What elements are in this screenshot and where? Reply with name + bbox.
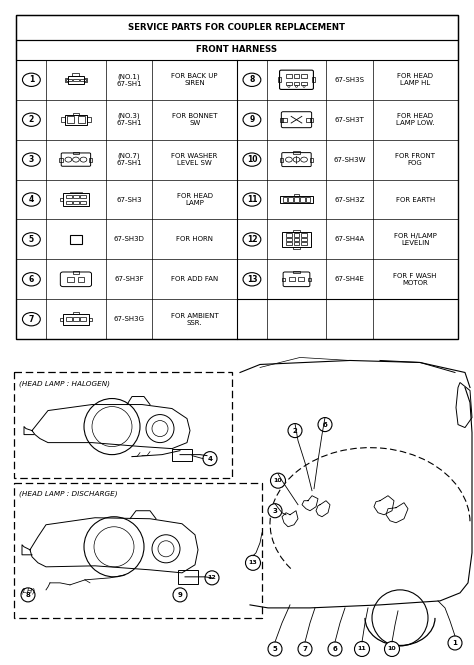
Bar (14, 483, 262, 618)
Bar (293, 242, 300, 245)
Text: 12: 12 (208, 575, 216, 581)
Bar (282, 118, 287, 122)
Bar (281, 196, 312, 203)
Text: 8: 8 (249, 75, 255, 84)
Bar (289, 197, 293, 202)
Bar (293, 271, 300, 273)
Text: 13: 13 (249, 561, 257, 565)
Bar (178, 570, 198, 584)
Bar (68, 76, 84, 84)
Circle shape (173, 588, 187, 602)
Bar (280, 158, 283, 162)
Text: 67-SH3T: 67-SH3T (335, 116, 365, 123)
Text: 2: 2 (29, 115, 34, 124)
Text: FOR ADD FAN: FOR ADD FAN (171, 276, 219, 283)
Text: 10: 10 (273, 478, 283, 483)
Text: 67-SH3D: 67-SH3D (113, 236, 145, 243)
Text: 12: 12 (246, 235, 257, 244)
Text: 11: 11 (246, 195, 257, 204)
Text: 67-SH3S: 67-SH3S (335, 76, 365, 83)
Text: FOR AMBIENT
SSR.: FOR AMBIENT SSR. (171, 313, 219, 326)
Bar (66, 201, 72, 204)
Bar (67, 116, 73, 124)
Text: 67-SH3G: 67-SH3G (113, 316, 145, 323)
Text: (NO.1)
67-SH1: (NO.1) 67-SH1 (116, 73, 142, 86)
Text: 5: 5 (29, 235, 34, 244)
Text: 6: 6 (333, 646, 337, 652)
Text: FOR FRONT
FOG: FOR FRONT FOG (395, 153, 435, 166)
Text: FOR BACK UP
SIREN: FOR BACK UP SIREN (172, 73, 218, 86)
Text: FOR HORN: FOR HORN (176, 236, 213, 243)
Text: FOR HEAD
LAMP: FOR HEAD LAMP (177, 193, 213, 206)
Circle shape (448, 636, 462, 650)
Circle shape (355, 642, 370, 656)
Bar (278, 77, 282, 82)
Bar (89, 158, 92, 162)
Bar (78, 116, 85, 124)
Bar (294, 194, 299, 196)
Text: FOR HEAD
LAMP LOW.: FOR HEAD LAMP LOW. (396, 113, 435, 126)
Bar (280, 118, 283, 122)
Bar (65, 78, 68, 82)
Bar (308, 278, 311, 281)
Bar (294, 197, 299, 202)
Bar (298, 277, 304, 281)
Text: FOR F WASH
MOTOR: FOR F WASH MOTOR (393, 273, 437, 286)
Bar (293, 247, 300, 249)
Bar (84, 78, 87, 82)
Text: 67-SH3Z: 67-SH3Z (334, 196, 365, 203)
Bar (293, 74, 300, 78)
Bar (63, 193, 89, 206)
Text: SERVICE PARTS FOR COUPLER REPLACEMENT: SERVICE PARTS FOR COUPLER REPLACEMENT (128, 23, 346, 32)
Text: FOR BONNET
SW: FOR BONNET SW (172, 113, 218, 126)
Bar (87, 117, 91, 122)
Text: 1: 1 (29, 75, 34, 84)
Bar (282, 231, 311, 247)
Bar (286, 82, 292, 85)
Bar (286, 242, 292, 245)
Bar (73, 195, 79, 198)
Bar (301, 237, 307, 241)
Text: 13: 13 (246, 275, 257, 284)
Circle shape (246, 555, 261, 571)
Circle shape (298, 642, 312, 656)
Bar (66, 317, 72, 321)
Text: 6: 6 (323, 422, 328, 428)
Bar (73, 271, 79, 274)
Circle shape (328, 642, 342, 656)
Circle shape (205, 571, 219, 585)
Bar (70, 192, 73, 193)
Bar (17, 15, 457, 40)
Bar (301, 82, 307, 85)
Text: 67-SH4E: 67-SH4E (335, 276, 365, 283)
Bar (73, 73, 80, 76)
Bar (70, 235, 82, 244)
Text: (NO.3)
67-SH1: (NO.3) 67-SH1 (116, 113, 142, 126)
Bar (65, 114, 87, 125)
Text: FOR H/LAMP
LEVELIN: FOR H/LAMP LEVELIN (394, 233, 437, 246)
Bar (59, 158, 63, 162)
Text: 67-SH3F: 67-SH3F (114, 276, 144, 283)
Text: 6: 6 (29, 275, 34, 284)
Bar (310, 118, 313, 122)
Bar (286, 237, 292, 241)
Circle shape (268, 503, 282, 518)
Bar (301, 74, 307, 78)
Bar (293, 82, 300, 85)
Bar (73, 311, 79, 314)
Bar (80, 195, 86, 198)
Bar (66, 78, 72, 81)
Bar (311, 77, 315, 82)
Bar (301, 233, 307, 237)
Text: 9: 9 (178, 592, 182, 598)
Bar (63, 314, 89, 325)
Text: 10: 10 (246, 155, 257, 164)
Circle shape (384, 642, 400, 656)
Text: 67-SH3W: 67-SH3W (333, 156, 366, 163)
Bar (293, 152, 300, 154)
Circle shape (21, 588, 35, 602)
Bar (306, 118, 311, 122)
Text: 67-SH3: 67-SH3 (116, 196, 142, 203)
Bar (79, 192, 82, 193)
Bar (300, 197, 304, 202)
